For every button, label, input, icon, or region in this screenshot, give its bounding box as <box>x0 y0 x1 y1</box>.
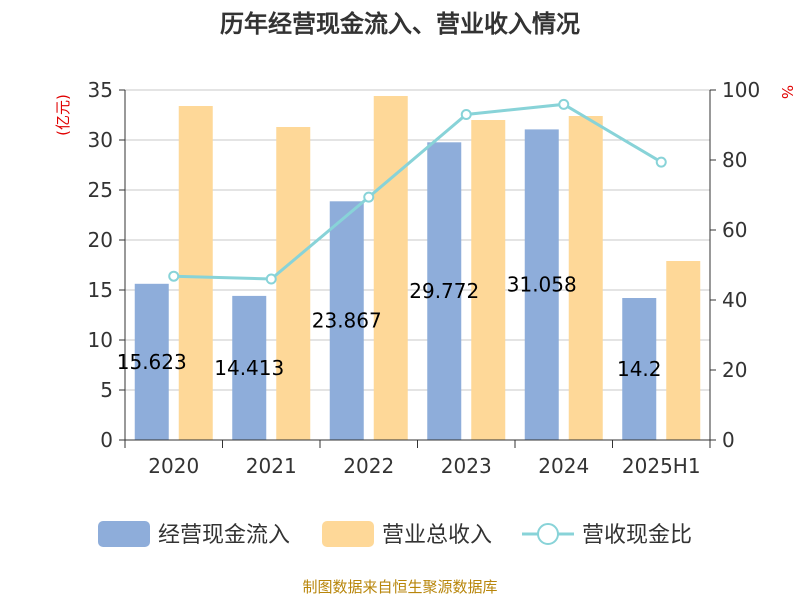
x-tick-label: 2025H1 <box>622 454 701 478</box>
bar-cash-inflow <box>427 142 462 441</box>
x-tick-label: 2020 <box>148 454 199 478</box>
bar-cash-inflow <box>232 295 267 440</box>
ratio-line <box>168 98 667 285</box>
bar-cash-inflow <box>134 283 169 440</box>
y-left-tick-label: 35 <box>88 78 113 102</box>
ratio-line-path <box>173 102 663 281</box>
bar-data-label: 23.867 <box>312 309 382 333</box>
legend-swatch <box>322 521 374 547</box>
x-tick-label: 2024 <box>538 454 589 478</box>
x-tick-label: 2022 <box>343 454 394 478</box>
y-left-unit: (亿元) <box>54 94 72 136</box>
legend: 经营现金流入 营业总收入 营收现金比 <box>98 521 692 548</box>
chart-title: 历年经营现金流入、营业收入情况 <box>220 10 580 38</box>
y-right-tick-label: 100 <box>722 78 760 102</box>
bar-revenue <box>373 96 408 440</box>
y-right-tick-label: 40 <box>722 288 747 312</box>
bar-data-label: 31.058 <box>507 273 577 297</box>
y-right-tick-label: 20 <box>722 358 747 382</box>
x-tick-label: 2023 <box>441 454 492 478</box>
y-right-tick-label: 60 <box>722 218 747 242</box>
y-left-tick-label: 15 <box>88 278 113 302</box>
source-note: 制图数据来自恒生聚源数据库 <box>302 578 497 596</box>
legend-label: 营业总收入 <box>382 523 492 548</box>
bar-revenue <box>178 106 213 440</box>
y-left-tick-label: 20 <box>88 228 113 252</box>
bar-cash-inflow <box>524 129 559 440</box>
legend-swatch <box>98 521 150 547</box>
y-left-tick-label: 5 <box>100 378 113 402</box>
ratio-point <box>460 109 472 120</box>
bar-revenue <box>276 127 311 440</box>
grid <box>125 89 710 391</box>
axes: 0 5 10 15 20 25 30 35 0 20 40 60 80 100 2020 2021 2022 20… <box>88 78 761 478</box>
y-left-tick-label: 30 <box>88 128 113 152</box>
y-right-unit: % <box>778 85 796 99</box>
bars <box>134 96 701 441</box>
y-right-tick-label: 0 <box>722 428 735 452</box>
x-tick-label: 2021 <box>246 454 297 478</box>
ratio-point <box>265 273 277 285</box>
bar-data-label: 14.2 <box>617 357 662 381</box>
y-right-tick-label: 80 <box>722 148 747 172</box>
bar-cash-inflow <box>329 201 364 440</box>
legend-label: 营收现金比 <box>582 523 692 548</box>
bar-revenue <box>666 261 701 440</box>
y-left-tick-label: 0 <box>100 428 113 452</box>
bar-revenue <box>568 116 603 440</box>
ratio-point <box>363 191 375 203</box>
ratio-point <box>558 98 570 110</box>
legend-marker <box>537 523 559 545</box>
bar-cash-inflow <box>622 298 657 440</box>
bar-data-label: 14.413 <box>214 356 284 380</box>
y-left-tick-label: 10 <box>88 328 113 352</box>
legend-label: 经营现金流入 <box>158 523 290 548</box>
y-left-tick-label: 25 <box>88 178 113 202</box>
ratio-point <box>168 270 180 282</box>
bar-data-label: 29.772 <box>409 279 479 303</box>
bar-revenue <box>471 120 506 440</box>
data-labels: 15.623 14.413 23.867 29.772 31.058 14.2 <box>117 273 662 381</box>
bar-data-label: 15.623 <box>117 350 187 374</box>
ratio-point <box>655 156 667 168</box>
